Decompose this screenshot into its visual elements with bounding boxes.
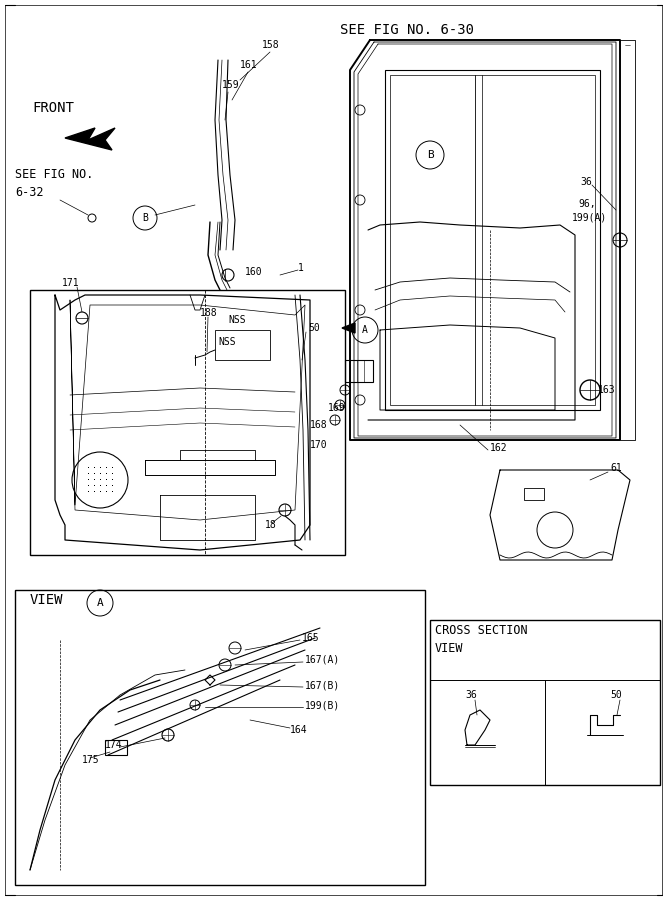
Text: B: B (142, 213, 148, 223)
Text: 160: 160 (245, 267, 263, 277)
Bar (390, 75, 595, 405)
Text: 159: 159 (222, 80, 239, 90)
Text: B: B (427, 150, 434, 160)
Text: 165: 165 (302, 633, 319, 643)
Text: 168: 168 (310, 420, 327, 430)
Text: CROSS SECTION: CROSS SECTION (435, 624, 528, 636)
Bar (524, 488, 544, 500)
Text: 170: 170 (310, 440, 327, 450)
Text: 61: 61 (610, 463, 622, 473)
Text: 169: 169 (328, 403, 346, 413)
Polygon shape (342, 323, 355, 333)
Text: 171: 171 (62, 278, 79, 288)
Text: 163: 163 (598, 385, 616, 395)
Text: A: A (97, 598, 103, 608)
Text: 199(A): 199(A) (572, 213, 607, 223)
Text: A: A (362, 325, 368, 335)
Bar (345, 360, 373, 382)
Polygon shape (65, 128, 115, 150)
Text: 6-32: 6-32 (15, 186, 43, 200)
Text: 174: 174 (105, 740, 123, 750)
Text: 50: 50 (308, 323, 319, 333)
Text: 158: 158 (262, 40, 279, 50)
Text: NSS: NSS (218, 337, 235, 347)
Text: 164: 164 (290, 725, 307, 735)
Bar (15, 590, 425, 885)
Bar (215, 330, 270, 360)
Text: 1: 1 (298, 263, 304, 273)
Text: 188: 188 (200, 308, 217, 318)
Text: 96,: 96, (578, 199, 596, 209)
Text: 50: 50 (610, 690, 622, 700)
Text: 175: 175 (82, 755, 99, 765)
Text: SEE FIG NO. 6-30: SEE FIG NO. 6-30 (340, 23, 474, 37)
Text: NSS: NSS (228, 315, 245, 325)
Text: 167(A): 167(A) (305, 655, 340, 665)
Text: VIEW: VIEW (435, 642, 464, 654)
Text: 161: 161 (240, 60, 257, 70)
Text: 36: 36 (465, 690, 477, 700)
Text: 36: 36 (580, 177, 592, 187)
Bar (105, 740, 127, 755)
Text: 167(B): 167(B) (305, 680, 340, 690)
Text: 199(B): 199(B) (305, 700, 340, 710)
Text: SEE FIG NO.: SEE FIG NO. (15, 168, 93, 182)
Bar (30, 290, 345, 555)
Text: FRONT: FRONT (32, 101, 74, 115)
Bar (430, 620, 660, 785)
Text: VIEW: VIEW (30, 593, 63, 607)
Bar (385, 70, 600, 410)
Text: 162: 162 (490, 443, 508, 453)
Text: 18: 18 (265, 520, 277, 530)
